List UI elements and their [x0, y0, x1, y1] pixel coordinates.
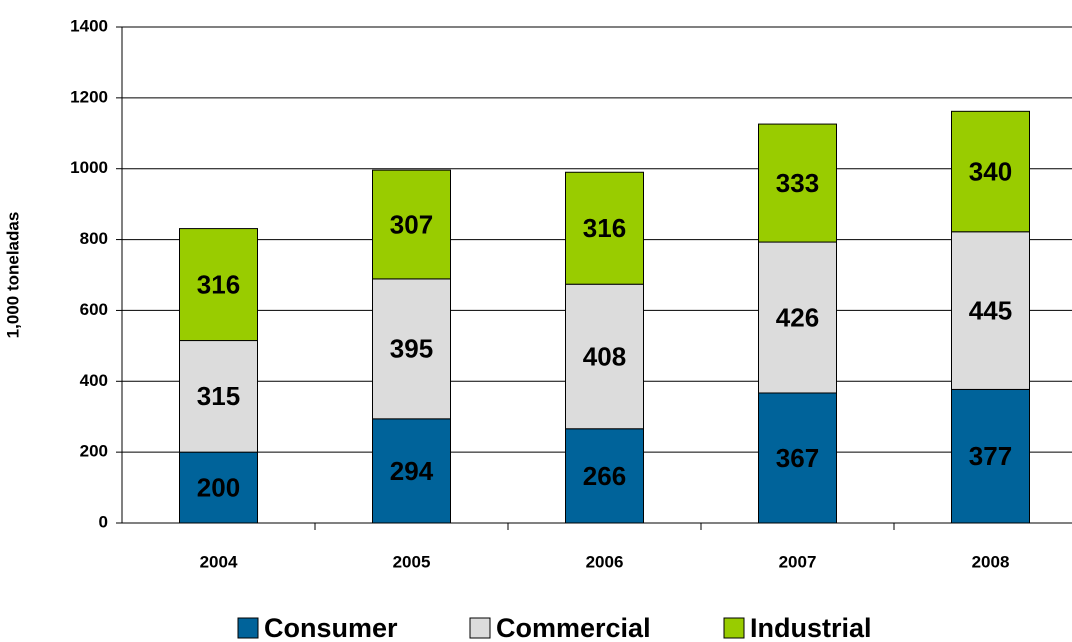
data-label: 445 [969, 295, 1012, 325]
y-tick-label: 1000 [70, 158, 108, 177]
x-tick-label: 2008 [972, 552, 1010, 571]
x-tick-label: 2006 [586, 552, 624, 571]
data-label: 395 [390, 334, 433, 364]
data-label: 294 [390, 456, 434, 486]
y-tick-label: 0 [99, 512, 108, 531]
bar-segment [372, 169, 451, 280]
bar-segment [179, 228, 258, 342]
legend-label: Consumer [264, 613, 398, 642]
bar-segment [565, 171, 644, 285]
y-tick-label: 1200 [70, 87, 108, 106]
data-label: 408 [583, 341, 626, 371]
legend-label: Commercial [496, 613, 651, 642]
x-tick-label: 2004 [200, 552, 238, 571]
legend-label: Industrial [750, 613, 872, 642]
y-tick-label: 200 [80, 442, 108, 461]
legend-swatch [469, 617, 491, 639]
bar-segment [565, 283, 644, 430]
x-tick-label: 2007 [779, 552, 817, 571]
data-label: 316 [197, 269, 240, 299]
data-label: 333 [776, 168, 819, 198]
data-label: 307 [390, 209, 433, 239]
legend-swatch [723, 617, 745, 639]
bar-segment [951, 110, 1030, 233]
y-tick-label: 1400 [70, 16, 108, 35]
y-tick-label: 400 [80, 371, 108, 390]
data-label: 316 [583, 213, 626, 243]
y-axis-label: 1,000 toneladas [3, 212, 22, 339]
bar-segment [372, 418, 451, 524]
data-label: 377 [969, 441, 1012, 471]
x-tick-label: 2005 [393, 552, 431, 571]
data-label: 367 [776, 443, 819, 473]
data-label: 315 [197, 381, 240, 411]
y-tick-label: 800 [80, 229, 108, 248]
data-label: 266 [583, 461, 626, 491]
bar-segment [758, 123, 837, 243]
bar-segment [565, 428, 644, 524]
bar-segment [951, 231, 1030, 390]
data-label: 200 [197, 472, 240, 502]
bar-segment [372, 278, 451, 420]
y-tick-label: 600 [80, 300, 108, 319]
bar-segment [758, 392, 837, 524]
legend-swatch [237, 617, 259, 639]
data-label: 426 [776, 302, 819, 332]
data-label: 340 [969, 156, 1012, 186]
